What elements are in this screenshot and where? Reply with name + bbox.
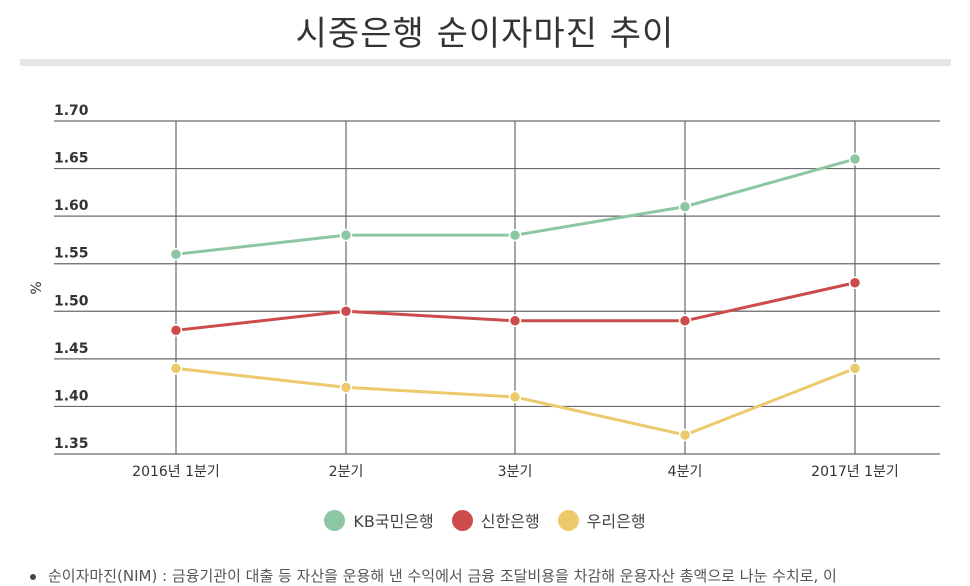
data-point-2-0 [169,362,183,375]
footnote: 순이자마진(NIM) : 금융기관이 대출 등 자산을 운용해 낸 수익에서 금… [30,565,970,586]
data-point-2-1 [339,381,353,394]
data-point-2-3 [678,428,692,442]
legend-swatch [451,509,473,531]
y-tick-label: 1.50 [54,293,89,309]
legend-swatch [324,509,346,531]
x-tick-label: 2017년 1분기 [811,464,899,480]
data-point-1-3 [678,314,692,328]
x-tick-label: 2016년 1분기 [132,464,220,480]
y-tick-label: 1.65 [54,151,89,167]
y-tick-label: 1.55 [54,246,89,262]
y-tick-label: 1.35 [54,436,89,452]
legend-label: 우리은행 [586,512,646,531]
y-tick-label: 1.40 [54,388,89,404]
y-axis-label: % [29,281,45,294]
x-tick-label: 4분기 [668,464,703,480]
data-point-0-3 [678,200,692,213]
y-tick-label: 1.60 [54,198,89,214]
y-tick-label: 1.45 [54,341,89,357]
legend-label: KB국민은행 [353,512,434,531]
bullet-icon [30,573,36,580]
legend-swatch [557,509,579,531]
chart-title: 시중은행 순이자마진 추이 [295,14,675,54]
data-point-0-2 [508,228,522,242]
y-tick-label: 1.70 [54,103,89,119]
chart-legend: KB국민은행 신한은행 우리은행 [0,508,970,532]
legend-item: 우리은행 [557,508,646,532]
data-point-0-4 [848,152,862,166]
legend-item: 신한은행 [451,508,540,532]
data-point-1-4 [848,276,862,289]
data-point-1-2 [508,314,522,328]
data-point-2-2 [508,390,522,404]
title-divider [20,59,951,66]
footnote-text: 순이자마진(NIM) : 금융기관이 대출 등 자산을 운용해 낸 수익에서 금… [48,567,837,585]
line-chart: 1.70 1.65 1.60 1.55 1.50 1.45 1.40 1.35 2016년 1… [29,103,940,480]
data-point-0-1 [339,228,353,242]
data-point-1-1 [339,305,353,318]
x-tick-label: 2분기 [329,464,364,480]
data-point-2-4 [848,362,862,375]
legend-label: 신한은행 [480,512,540,531]
legend-item: KB국민은행 [324,508,434,532]
data-point-0-0 [169,247,183,261]
x-tick-label: 3분기 [498,464,533,480]
data-point-1-0 [169,324,183,337]
